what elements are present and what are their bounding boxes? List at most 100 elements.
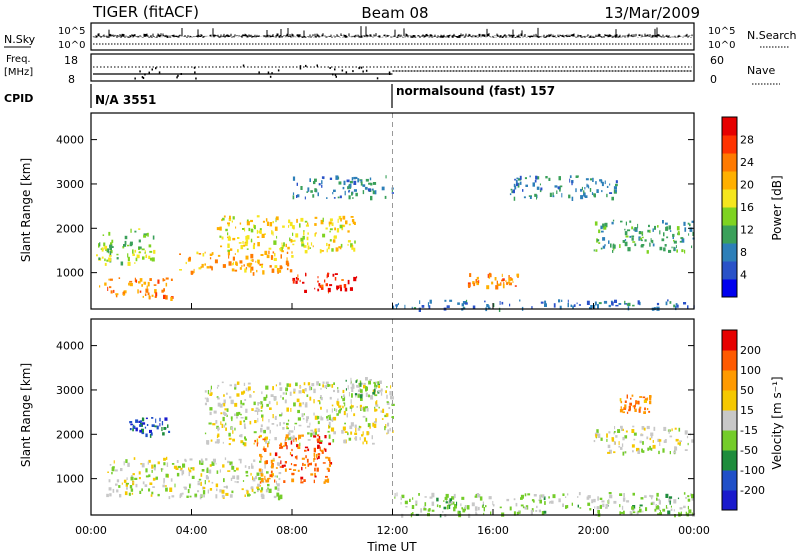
data-cell <box>127 261 131 266</box>
data-cell <box>289 452 292 456</box>
data-cell <box>307 432 310 435</box>
data-cell <box>189 458 193 461</box>
data-cell <box>139 278 143 282</box>
data-cell <box>282 422 286 425</box>
data-cell <box>570 304 572 307</box>
data-cell <box>428 305 431 309</box>
data-cell <box>146 285 148 290</box>
data-cell <box>673 304 676 308</box>
data-cell <box>125 482 128 487</box>
colorbar-swatch <box>722 490 737 511</box>
data-cell <box>127 462 130 467</box>
data-cell <box>598 302 602 305</box>
data-cell <box>217 254 221 257</box>
data-cell <box>478 506 480 511</box>
data-cell <box>658 439 662 442</box>
data-cell <box>317 434 320 437</box>
data-cell <box>509 506 512 511</box>
data-cell <box>154 289 157 294</box>
data-cell <box>126 477 128 480</box>
data-cell <box>151 424 155 427</box>
data-cell <box>415 500 418 505</box>
data-cell <box>331 248 334 252</box>
data-cell <box>324 279 326 283</box>
data-cell <box>632 511 636 514</box>
data-cell <box>652 444 656 449</box>
data-cell <box>665 222 668 225</box>
data-cell <box>620 220 623 223</box>
data-cell <box>165 487 168 492</box>
data-cell <box>305 455 307 459</box>
data-cell <box>142 256 145 260</box>
data-cell <box>326 197 328 199</box>
data-cell <box>199 495 202 500</box>
data-cell <box>624 231 628 236</box>
data-cell <box>228 261 232 266</box>
data-cell <box>179 253 181 255</box>
data-cell <box>549 501 551 504</box>
data-cell <box>631 506 635 510</box>
data-cell <box>204 390 207 393</box>
data-cell <box>307 245 310 250</box>
freq-sample <box>335 75 337 78</box>
data-cell <box>165 295 168 300</box>
data-cell <box>442 510 444 513</box>
data-cell <box>152 235 155 240</box>
data-cell <box>339 224 343 229</box>
data-cell <box>310 429 314 432</box>
data-cell <box>353 276 357 282</box>
data-cell <box>272 386 274 391</box>
data-cell <box>302 402 305 405</box>
data-cell <box>313 479 315 484</box>
data-cell <box>500 282 502 286</box>
data-cell <box>153 467 156 471</box>
data-cell <box>317 192 319 197</box>
data-cell <box>357 427 361 431</box>
data-cell <box>226 408 229 412</box>
data-cell <box>673 246 675 252</box>
data-cell <box>591 192 594 195</box>
data-cell <box>283 480 286 483</box>
data-cell <box>685 496 687 499</box>
data-cell <box>513 498 516 501</box>
data-cell <box>662 508 666 512</box>
data-cell <box>624 241 628 247</box>
data-cell <box>365 387 367 392</box>
data-cell <box>286 383 289 387</box>
data-cell <box>354 393 358 396</box>
data-cell <box>180 467 183 470</box>
data-cell <box>634 243 637 247</box>
data-cell <box>281 412 283 416</box>
data-cell <box>209 488 213 491</box>
data-cell <box>378 406 380 409</box>
data-cell <box>296 218 298 223</box>
data-cell <box>318 283 321 287</box>
data-cell <box>340 243 343 248</box>
data-cell <box>347 279 350 285</box>
data-cell <box>391 416 394 418</box>
data-cell <box>270 459 273 464</box>
data-cell <box>220 245 223 248</box>
data-cell <box>362 441 364 445</box>
data-cell <box>391 396 394 400</box>
data-cell <box>613 441 616 445</box>
data-cell <box>208 480 210 483</box>
data-cell <box>129 283 133 287</box>
data-cell <box>310 433 314 436</box>
data-cell <box>270 222 272 224</box>
data-cell <box>262 270 265 275</box>
data-cell <box>673 239 675 242</box>
data-cell <box>514 178 516 181</box>
data-cell <box>610 300 613 303</box>
data-cell <box>374 190 377 195</box>
data-cell <box>239 260 243 264</box>
data-cell <box>243 382 246 386</box>
data-cell <box>293 227 295 230</box>
data-cell <box>309 178 311 182</box>
data-cell <box>631 429 635 433</box>
data-cell <box>614 426 616 430</box>
data-cell <box>147 461 149 465</box>
data-cell <box>224 408 227 411</box>
data-cell <box>319 446 321 452</box>
data-cell <box>295 280 298 284</box>
